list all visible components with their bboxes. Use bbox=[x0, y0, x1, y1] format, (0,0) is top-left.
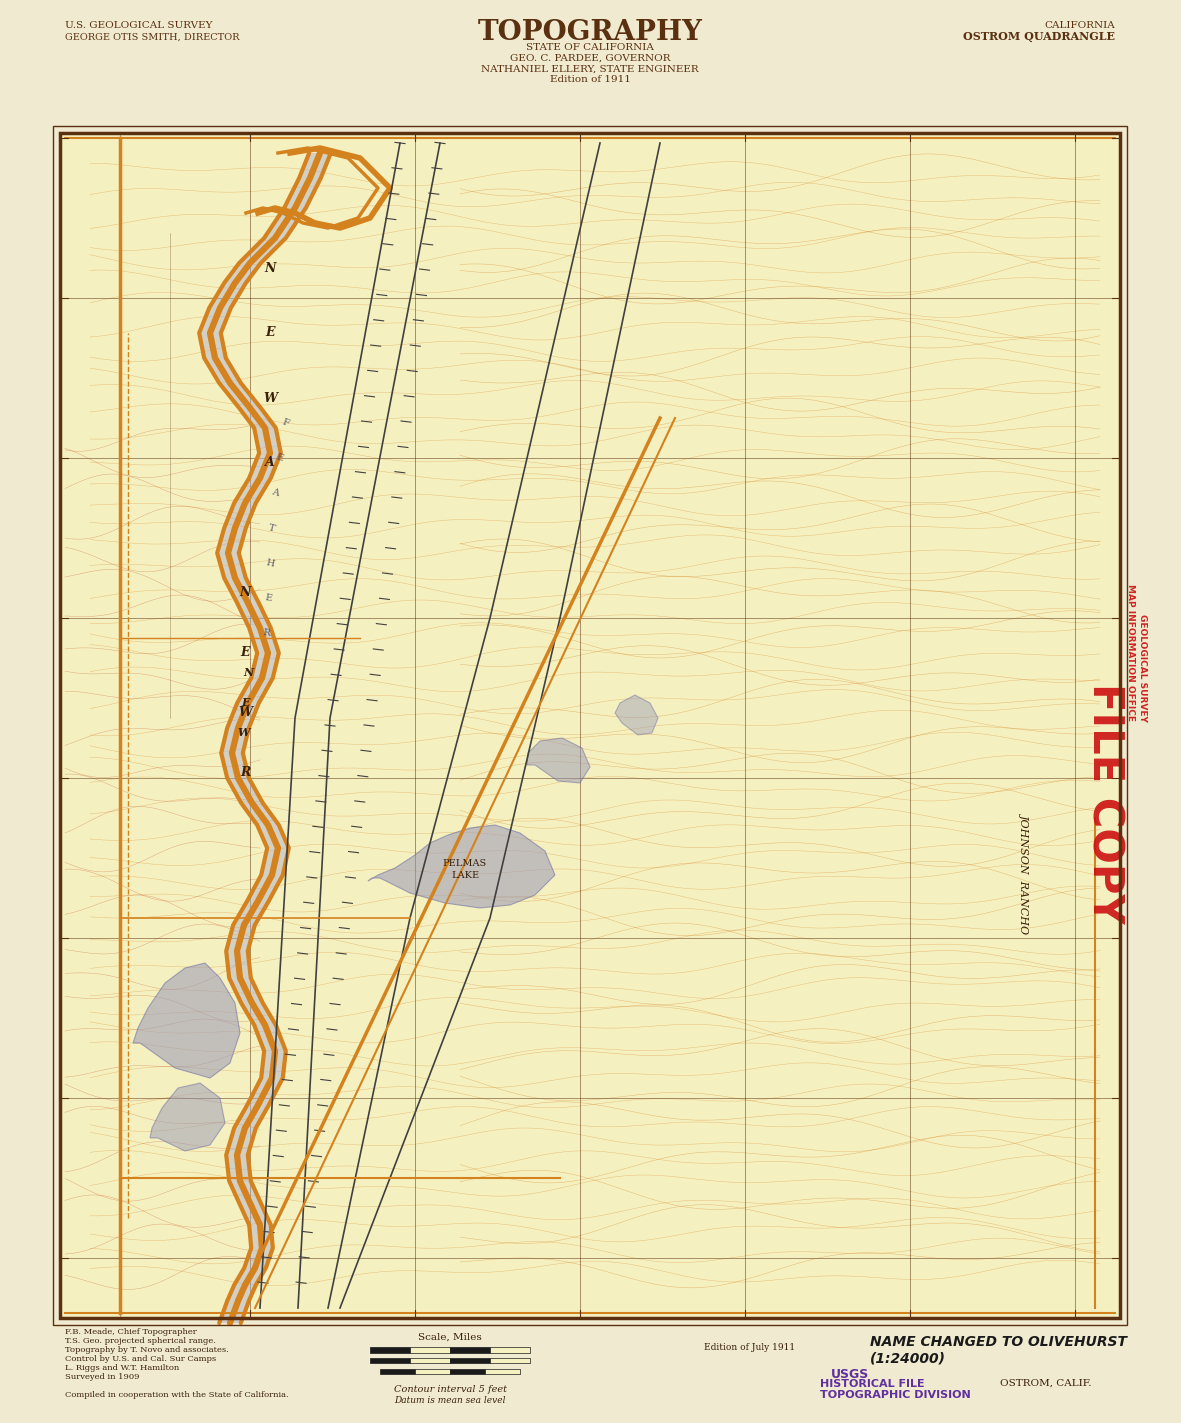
Text: E: E bbox=[240, 646, 249, 659]
Polygon shape bbox=[150, 1083, 226, 1151]
Text: U.S. GEOLOGICAL SURVEY: U.S. GEOLOGICAL SURVEY bbox=[65, 20, 213, 30]
Bar bbox=[53, 127, 1127, 1325]
Polygon shape bbox=[133, 963, 240, 1079]
Text: OSTROM, CALIF.: OSTROM, CALIF. bbox=[1000, 1379, 1091, 1387]
Text: OSTROM QUADRANGLE: OSTROM QUADRANGLE bbox=[963, 31, 1115, 43]
Text: STATE OF CALIFORNIA: STATE OF CALIFORNIA bbox=[526, 44, 654, 53]
Text: GEO. C. PARDEE, GOVERNOR: GEO. C. PARDEE, GOVERNOR bbox=[510, 54, 671, 63]
Polygon shape bbox=[527, 739, 590, 783]
Text: CALIFORNIA: CALIFORNIA bbox=[1044, 20, 1115, 30]
Text: FILE COPY: FILE COPY bbox=[1084, 683, 1125, 924]
Text: A: A bbox=[270, 488, 280, 498]
Text: LAKE: LAKE bbox=[451, 871, 479, 879]
Text: F: F bbox=[280, 417, 289, 428]
Text: Control by U.S. and Cal. Sur Camps: Control by U.S. and Cal. Sur Camps bbox=[65, 1355, 216, 1363]
Text: E: E bbox=[263, 593, 273, 603]
Text: NAME CHANGED TO OLIVEHURST
(1:24000): NAME CHANGED TO OLIVEHURST (1:24000) bbox=[870, 1335, 1127, 1365]
Text: H: H bbox=[265, 558, 275, 568]
Text: USGS: USGS bbox=[831, 1368, 869, 1380]
Text: NATHANIEL ELLERY, STATE ENGINEER: NATHANIEL ELLERY, STATE ENGINEER bbox=[481, 64, 699, 74]
Text: Scale, Miles: Scale, Miles bbox=[418, 1333, 482, 1342]
Text: HISTORICAL FILE: HISTORICAL FILE bbox=[820, 1379, 925, 1389]
Text: TOPOGRAPHIC DIVISION: TOPOGRAPHIC DIVISION bbox=[820, 1390, 971, 1400]
Text: JOHNSON  RANCHO: JOHNSON RANCHO bbox=[1020, 813, 1030, 933]
Text: Topography by T. Novo and associates.: Topography by T. Novo and associates. bbox=[65, 1346, 229, 1355]
Text: A: A bbox=[265, 457, 275, 470]
Text: GEOLOGICAL SURVEY: GEOLOGICAL SURVEY bbox=[1138, 615, 1148, 721]
Text: E: E bbox=[242, 697, 250, 709]
Polygon shape bbox=[198, 154, 332, 1323]
Text: N: N bbox=[240, 586, 250, 599]
Text: MAP INFORMATION OFFICE: MAP INFORMATION OFFICE bbox=[1125, 585, 1135, 721]
Text: Surveyed in 1909: Surveyed in 1909 bbox=[65, 1373, 139, 1380]
Text: Datum is mean sea level: Datum is mean sea level bbox=[394, 1396, 505, 1405]
Text: T: T bbox=[268, 522, 276, 534]
Text: R: R bbox=[262, 628, 270, 638]
Text: W: W bbox=[239, 706, 252, 720]
Text: Edition of 1911: Edition of 1911 bbox=[549, 75, 631, 84]
Bar bbox=[60, 132, 1120, 1318]
Text: GEORGE OTIS SMITH, DIRECTOR: GEORGE OTIS SMITH, DIRECTOR bbox=[65, 33, 240, 41]
Text: W: W bbox=[263, 391, 278, 404]
Text: PELMAS: PELMAS bbox=[443, 858, 487, 868]
Polygon shape bbox=[615, 694, 658, 736]
Text: N: N bbox=[265, 262, 275, 275]
Text: N: N bbox=[243, 667, 253, 679]
Text: Contour interval 5 feet: Contour interval 5 feet bbox=[393, 1385, 507, 1395]
Text: R: R bbox=[240, 767, 250, 780]
Text: W: W bbox=[237, 727, 250, 739]
Text: E: E bbox=[266, 326, 275, 340]
Bar bbox=[60, 132, 1120, 1318]
Text: E: E bbox=[275, 453, 285, 464]
Text: TOPOGRAPHY: TOPOGRAPHY bbox=[477, 20, 703, 47]
Polygon shape bbox=[368, 825, 555, 908]
Text: Compiled in cooperation with the State of California.: Compiled in cooperation with the State o… bbox=[65, 1392, 288, 1399]
Text: T.S. Geo. projected spherical range.: T.S. Geo. projected spherical range. bbox=[65, 1338, 216, 1345]
Text: F.B. Meade, Chief Topographer: F.B. Meade, Chief Topographer bbox=[65, 1328, 197, 1336]
Text: L. Riggs and W.T. Hamilton: L. Riggs and W.T. Hamilton bbox=[65, 1365, 180, 1372]
Text: Edition of July 1911: Edition of July 1911 bbox=[704, 1343, 796, 1352]
